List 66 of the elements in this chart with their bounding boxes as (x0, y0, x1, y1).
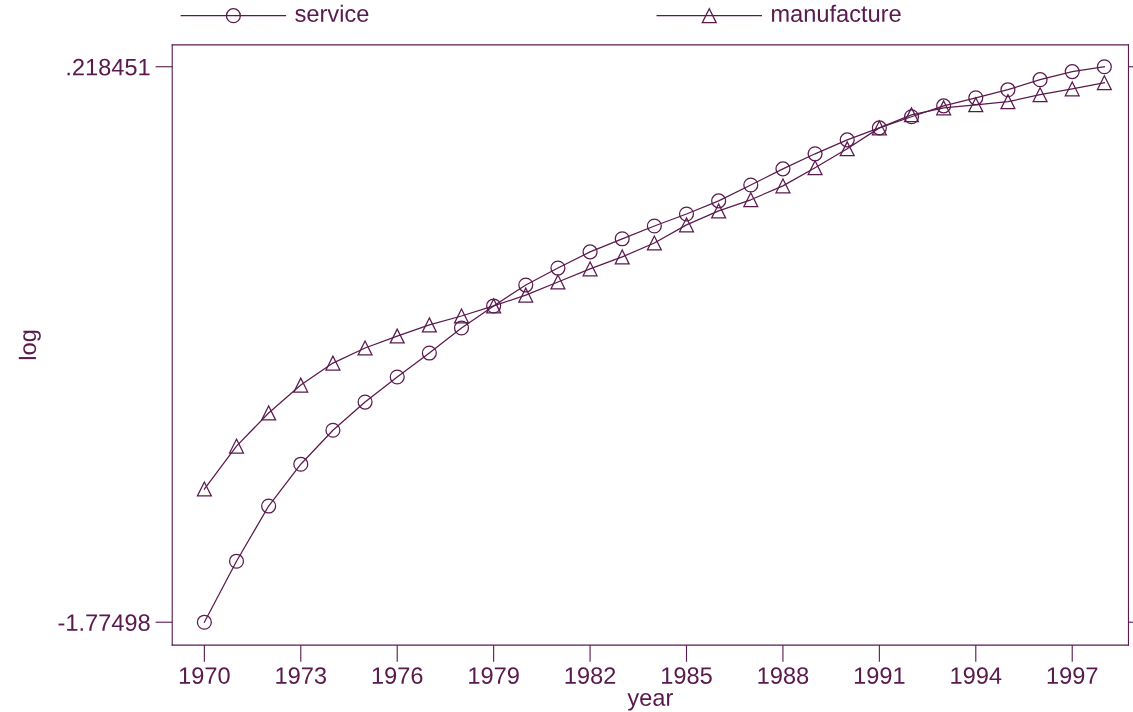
point (421, 317, 437, 333)
point (550, 274, 566, 290)
point (968, 90, 984, 106)
point (357, 340, 373, 356)
point (228, 553, 245, 569)
x-tick-label: 1991 (854, 667, 905, 684)
point (678, 217, 695, 233)
point (1064, 81, 1080, 97)
point (293, 456, 309, 472)
x-axis-title: year (627, 693, 673, 711)
point (711, 203, 727, 219)
point (1064, 64, 1080, 80)
point (678, 206, 695, 222)
y-tick-label: -1.77498 (58, 614, 150, 631)
point (775, 178, 791, 194)
point (261, 498, 277, 514)
point (582, 261, 598, 277)
point (968, 97, 984, 113)
point (1000, 82, 1016, 98)
point (1096, 59, 1112, 75)
point (807, 160, 823, 176)
point (711, 193, 727, 209)
point (743, 192, 759, 208)
legend-label: manufacture (772, 4, 901, 22)
point (293, 377, 309, 393)
x-tick-label: 1970 (179, 667, 230, 684)
point (196, 481, 212, 497)
point (261, 405, 277, 421)
point (839, 132, 855, 148)
point (518, 287, 534, 303)
point (1000, 94, 1016, 110)
point (743, 177, 759, 193)
x-tick-label: 1985 (662, 667, 712, 684)
point (325, 422, 341, 438)
x-tick-label: 1979 (469, 667, 519, 684)
point (775, 161, 791, 177)
x-tick-label: 1982 (565, 667, 616, 684)
x-tick-label: 1973 (276, 667, 327, 684)
y-tick-label: .218451 (67, 58, 150, 76)
point (228, 438, 245, 454)
point (1032, 72, 1048, 88)
point (807, 146, 823, 162)
point (453, 308, 470, 324)
point (453, 320, 470, 336)
point (646, 218, 662, 234)
legend-label: service (295, 4, 369, 22)
point (582, 244, 598, 260)
point (614, 231, 630, 247)
x-tick-label: 1976 (372, 667, 423, 684)
x-tick-label: 1988 (758, 667, 809, 684)
point (1096, 75, 1112, 91)
point (518, 277, 534, 293)
point (357, 394, 373, 410)
point (614, 249, 630, 265)
point (839, 141, 855, 157)
x-tick-label: 1994 (951, 667, 1002, 684)
point (646, 235, 662, 251)
point (325, 355, 341, 371)
point (421, 345, 437, 361)
y-axis-title: log (18, 330, 41, 360)
point (1032, 87, 1048, 103)
x-tick-label: 1997 (1047, 667, 1098, 684)
point (389, 369, 405, 385)
point (550, 260, 566, 276)
point (389, 328, 405, 344)
point (196, 614, 212, 630)
